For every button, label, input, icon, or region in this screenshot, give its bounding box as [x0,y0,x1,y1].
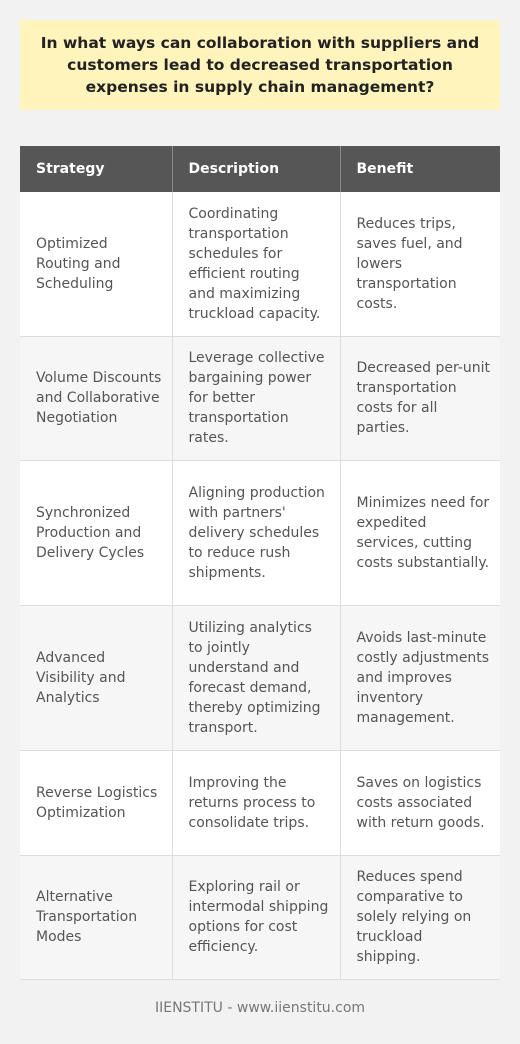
table-row: Volume Discounts and Collaborative Negot… [20,336,500,461]
table-row: Reverse Logistics Optimization Improving… [20,750,500,856]
table-row: Advanced Visibility and Analytics Utiliz… [20,605,500,751]
strategy-cell: Reverse Logistics Optimization [20,750,173,856]
description-cell: Utilizing analytics to jointly understan… [172,605,341,751]
benefit-cell: Reduces spend comparative to solely rely… [340,855,500,980]
table-row: Optimized Routing and Scheduling Coordin… [20,192,500,337]
description-cell: Leverage collective bargaining power for… [172,336,341,461]
header-benefit: Benefit [340,146,500,192]
table-header-row: Strategy Description Benefit [20,146,500,192]
strategy-table: Strategy Description Benefit Optimized R… [20,146,500,980]
benefit-cell: Decreased per-unit transportation costs … [340,336,500,461]
strategy-cell: Advanced Visibility and Analytics [20,605,173,751]
table-row: Synchronized Production and Delivery Cyc… [20,460,500,606]
description-cell: Improving the returns process to consoli… [172,750,341,856]
benefit-cell: Minimizes need for expedited services, c… [340,460,500,606]
strategy-cell: Optimized Routing and Scheduling [20,192,173,337]
table-row: Alternative Transportation Modes Explori… [20,855,500,980]
footer-credit: IIENSTITU - www.iienstitu.com [154,1000,366,1016]
description-cell: Coordinating transportation schedules fo… [172,192,341,337]
benefit-cell: Reduces trips, saves fuel, and lowers tr… [340,192,500,337]
benefit-cell: Avoids last-minute costly adjustments an… [340,605,500,751]
description-cell: Aligning production with partners' deliv… [172,460,341,606]
strategy-cell: Volume Discounts and Collaborative Negot… [20,336,173,461]
header-description: Description [172,146,341,192]
page-title: In what ways can collaboration with supp… [20,20,500,110]
description-cell: Exploring rail or intermodal shipping op… [172,855,341,980]
header-strategy: Strategy [20,146,173,192]
benefit-cell: Saves on logistics costs associated with… [340,750,500,856]
strategy-cell: Alternative Transportation Modes [20,855,173,980]
strategy-cell: Synchronized Production and Delivery Cyc… [20,460,173,606]
